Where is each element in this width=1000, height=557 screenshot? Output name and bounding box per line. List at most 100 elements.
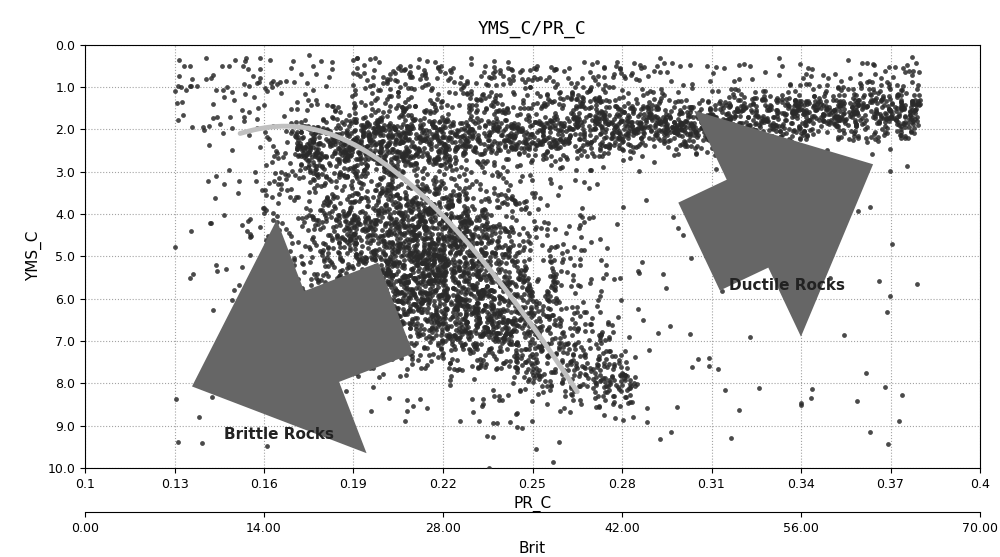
Point [519,284,535,293]
Point [496,306,512,315]
Point [675,119,691,128]
Point [853,81,869,90]
Point [428,308,444,317]
Point [447,146,463,155]
Point [377,151,393,160]
Point [456,277,472,286]
Point [459,259,475,268]
Point [601,96,617,105]
Point [444,268,460,277]
Point [727,85,743,94]
Point [832,96,848,105]
Point [479,256,495,265]
Point [382,300,398,309]
Point [503,129,519,138]
Point [295,173,311,182]
Point [566,387,582,395]
Point [889,120,905,129]
Point [848,120,864,129]
Point [468,307,484,316]
Point [464,237,480,246]
Point [404,351,420,360]
Point [911,90,927,99]
Point [726,107,742,116]
Point [456,131,472,140]
Point [393,180,409,189]
Point [464,259,480,268]
Point [541,132,557,141]
Point [551,100,567,109]
Point [530,274,546,283]
Point [289,128,305,137]
Point [424,230,440,239]
Point [574,213,590,222]
Point [821,102,837,111]
Point [476,128,492,137]
Point [510,273,526,282]
Point [486,158,502,167]
Point [481,131,497,140]
Point [717,122,733,131]
Point [398,272,414,281]
Point [339,131,355,140]
Point [576,178,592,187]
Point [656,58,672,67]
Point [549,114,565,123]
Point [184,75,200,84]
Point [454,271,470,280]
Point [379,227,395,236]
Point [349,285,365,294]
Point [537,102,553,111]
Point [733,145,749,154]
Point [541,312,557,321]
Point [702,110,718,119]
Point [387,124,403,133]
Point [396,212,412,221]
Point [417,295,433,304]
Point [548,270,564,278]
Point [481,291,497,300]
Point [293,128,309,137]
Point [450,277,466,286]
Point [441,240,457,249]
Point [201,121,217,130]
Point [506,196,522,204]
Point [234,221,250,230]
Point [418,126,434,135]
Point [424,120,440,129]
Point [897,131,913,140]
Point [604,118,620,126]
Point [367,275,383,284]
Point [370,211,386,219]
Point [384,131,400,140]
Point [697,131,713,140]
Point [447,258,463,267]
Point [605,72,621,81]
Point [427,324,443,333]
Point [435,216,451,224]
Point [426,133,442,141]
Point [423,275,439,284]
Point [799,132,815,141]
Point [302,320,318,329]
Point [365,149,381,158]
Point [400,123,416,131]
Point [406,290,422,299]
Point [402,248,418,257]
Point [457,327,473,336]
Point [476,304,492,313]
Point [514,324,530,333]
Point [629,118,645,126]
Point [889,113,905,122]
Point [520,104,536,113]
Point [383,170,399,179]
Point [205,71,221,80]
Point [386,245,402,254]
Point [425,205,441,214]
Point [511,275,527,284]
Point [617,370,633,379]
Point [710,120,726,129]
Point [357,113,373,121]
Point [388,323,404,332]
Point [563,108,579,117]
